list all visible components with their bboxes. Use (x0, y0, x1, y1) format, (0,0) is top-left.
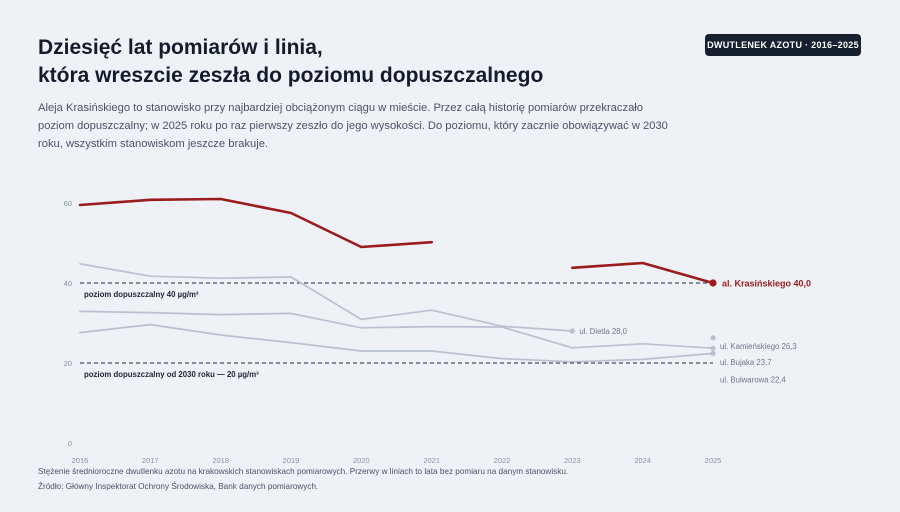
lede-paragraph: Aleja Krasińskiego to stanowisko przy na… (38, 102, 668, 150)
series-line (79, 262, 574, 332)
y-tick-label: 20 (64, 359, 72, 368)
series-end-marker (710, 345, 716, 351)
x-tick-label: 2023 (564, 456, 581, 465)
page-title: Dziesięć lat pomiarów i linia, która wre… (38, 34, 678, 90)
series-end-marker (569, 328, 575, 334)
series-end-label: ul. Kamieńskiego 26,3 (720, 342, 797, 351)
x-tick-label: 2024 (634, 456, 651, 465)
series-end-label: ul. Bulwarowa 22,4 (720, 375, 787, 384)
x-tick-label: 2020 (353, 456, 370, 465)
series-line (79, 323, 714, 363)
x-tick-label: 2016 (72, 456, 89, 465)
x-tick-label: 2019 (283, 456, 300, 465)
topic-badge: DWUTLENEK AZOTU · 2016–2025 (705, 34, 861, 56)
y-tick-label: 40 (64, 279, 72, 288)
y-tick-label: 60 (64, 199, 72, 208)
x-tick-label: 2021 (423, 456, 440, 465)
x-tick-label: 2017 (142, 456, 159, 465)
series-end-label: ul. Dietla 28,0 (579, 327, 627, 336)
series-end-label: al. Krasińskiego 40,0 (722, 279, 811, 289)
x-tick-label: 2025 (705, 456, 722, 465)
series-end-marker (709, 279, 717, 287)
title-line-1: Dziesięć lat pomiarów i linia, (38, 36, 323, 59)
series-line (79, 310, 714, 350)
x-tick-label: 2022 (494, 456, 511, 465)
chart-note: Stężenie średnioroczne dwutlenku azotu n… (38, 467, 569, 476)
reference-line-label: poziom dopuszczalny od 2030 roku — 20 µg… (84, 370, 259, 379)
x-tick-label: 2018 (212, 456, 229, 465)
series-end-marker (710, 350, 716, 356)
y-tick-label: 0 (68, 439, 72, 448)
series-end-marker (710, 335, 716, 341)
series-line (78, 197, 715, 285)
reference-line-label: poziom dopuszczalny 40 µg/m³ (84, 290, 199, 299)
title-line-2: która wreszcie zeszła do poziomu dopuszc… (38, 64, 544, 87)
series-end-label: ul. Bujaka 23,7 (720, 358, 772, 367)
chart-source: Źródło: Główny Inspektorat Ochrony Środo… (38, 482, 319, 491)
